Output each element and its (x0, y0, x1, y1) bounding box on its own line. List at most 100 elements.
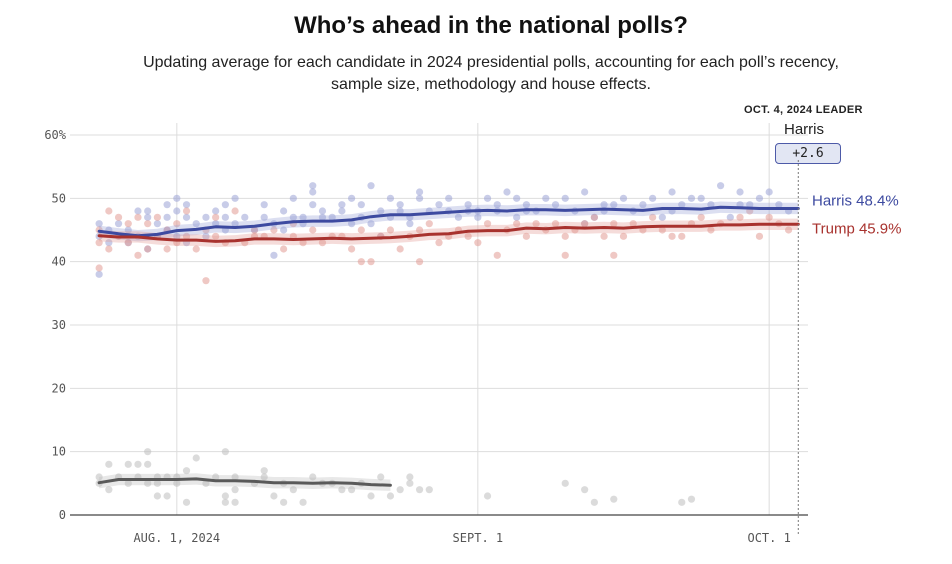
trump-poll-dot (590, 213, 598, 221)
trump-poll-dot (124, 220, 132, 228)
trump-poll-dot (610, 220, 618, 228)
harris-poll-dot (658, 213, 666, 221)
harris-poll-dot (134, 207, 142, 215)
harris-poll-dot (377, 207, 385, 215)
other-poll-dot (270, 492, 278, 500)
axes: 0 10 20 30 40 50 60% AUG. 1, 2024 SEPT. 1 OCT. 1 (44, 128, 808, 545)
other-poll-dot (231, 486, 239, 494)
trump-poll-dot (367, 258, 375, 266)
other-poll-dot (153, 479, 161, 487)
harris-poll-dot (182, 201, 191, 209)
trump-poll-dot (610, 251, 618, 259)
other-poll-dot (124, 479, 132, 487)
harris-poll-dot (610, 201, 618, 209)
trump-poll-dot (435, 239, 443, 247)
trump-poll-dot (629, 220, 637, 228)
other-poll-dot (406, 479, 414, 487)
other-poll-dot (280, 498, 288, 506)
trump-poll-dot (250, 226, 259, 234)
harris-poll-dot (182, 213, 191, 221)
harris-poll-dot (153, 220, 161, 228)
harris-poll-dot (221, 201, 229, 209)
harris-average-line (97, 205, 800, 238)
other-poll-dot (144, 460, 152, 468)
harris-poll-dot (668, 188, 676, 196)
trump-poll-dot (105, 245, 113, 253)
harris-poll-dot (309, 201, 317, 209)
average-lines (97, 205, 800, 487)
other-poll-dot (386, 492, 395, 500)
harris-poll-dot (415, 188, 424, 196)
harris-poll-dot (348, 194, 356, 202)
other-poll-dot (182, 467, 191, 475)
harris-poll-dot (289, 194, 297, 202)
other-poll-dot (212, 473, 220, 481)
y-tick-label: 10 (52, 445, 66, 459)
other-poll-dot (483, 492, 492, 500)
trump-poll-dot (765, 213, 773, 221)
trump-poll-dot (425, 220, 433, 228)
gridlines (70, 123, 808, 515)
other-poll-dot (192, 454, 200, 462)
harris-poll-dot (163, 201, 171, 209)
other-poll-dot (415, 486, 424, 494)
harris-poll-dot (639, 201, 647, 209)
harris-poll-dot (231, 220, 239, 228)
harris-poll-dot (289, 213, 297, 221)
trump-poll-dot (202, 277, 210, 285)
trump-poll-dot (493, 251, 501, 259)
harris-poll-dot (367, 220, 375, 228)
other-poll-dot (396, 486, 404, 494)
other-poll-dot (299, 498, 307, 506)
harris-poll-dot (173, 232, 181, 240)
subtitle-line-2: sample size, methodology and house effec… (331, 76, 651, 93)
trump-poll-dot (649, 213, 657, 221)
harris-poll-dot (241, 213, 249, 221)
harris-poll-dot (765, 188, 773, 196)
trump-poll-dot (134, 213, 142, 221)
harris-poll-dot (396, 201, 404, 209)
harris-poll-dot (707, 201, 715, 209)
leader-date-heading: OCT. 4, 2024 LEADER (744, 104, 863, 116)
harris-poll-dot (406, 220, 414, 228)
harris-poll-dot (173, 207, 181, 215)
other-poll-dot (309, 473, 317, 481)
harris-poll-dot (202, 213, 210, 221)
harris-poll-dot (415, 194, 424, 202)
trump-poll-dot (134, 251, 142, 259)
other-poll-dot (163, 492, 171, 500)
harris-poll-dot (338, 201, 346, 209)
harris-poll-dot (513, 213, 521, 221)
harris-poll-dot (357, 201, 365, 209)
trump-poll-dot (357, 258, 365, 266)
trump-poll-dot (678, 232, 686, 240)
harris-poll-dot (163, 213, 171, 221)
other-poll-dot (610, 495, 618, 503)
other-poll-dot (581, 486, 589, 494)
harris-poll-dot (775, 201, 783, 209)
harris-poll-dot (270, 251, 278, 259)
other-poll-dot (95, 473, 103, 481)
trump-poll-dot (153, 213, 161, 221)
harris-poll-dot (726, 213, 734, 221)
other-poll-dot (425, 486, 433, 494)
trump-poll-dot (144, 220, 152, 228)
x-tick-label: OCT. 1 (747, 531, 790, 545)
other-poll-dot (406, 473, 414, 481)
other-poll-dot (202, 479, 210, 487)
harris-poll-dot (231, 194, 239, 202)
trump-poll-dot (309, 226, 317, 234)
subtitle-line-1: Updating average for each candidate in 2… (143, 54, 839, 71)
harris-poll-dot (260, 213, 268, 221)
harris-poll-dot (755, 194, 764, 202)
other-poll-dot (144, 479, 152, 487)
harris-poll-dot (124, 226, 132, 234)
trump-poll-dot (114, 213, 123, 221)
other-poll-dot (289, 486, 297, 494)
trump-poll-dot (192, 245, 200, 253)
chart-title: Who’s ahead in the national polls? (294, 12, 688, 39)
y-tick-label: 60% (44, 128, 66, 142)
trump-end-label: Trump 45.9% (812, 220, 901, 237)
trump-poll-dot (396, 245, 404, 253)
